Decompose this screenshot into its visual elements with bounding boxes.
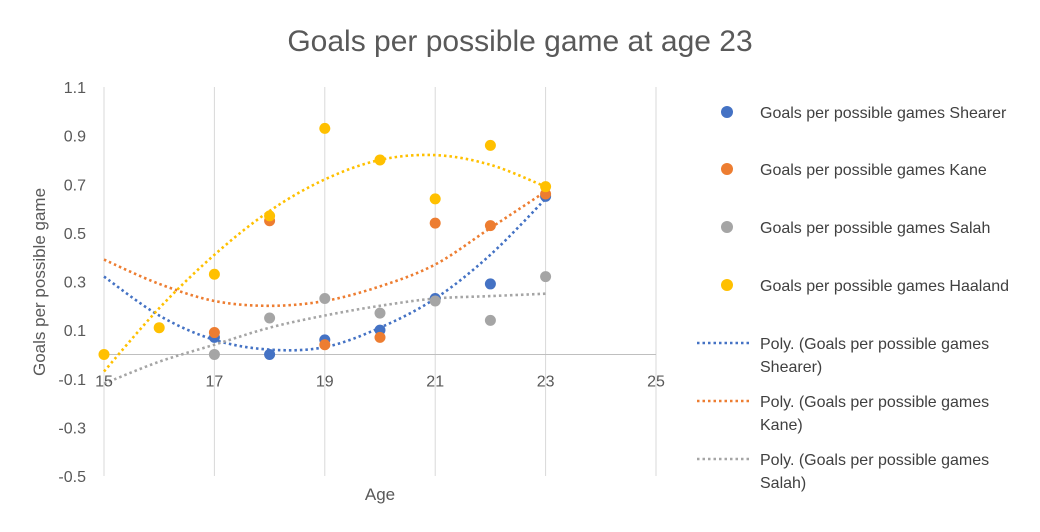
legend: Goals per possible games Shearer Goals pe… [697,105,1009,492]
y-tick-label: -0.5 [58,469,86,486]
data-point [540,271,552,283]
data-point [429,217,441,229]
y-tick-label: 0.5 [64,226,86,243]
data-points [98,122,552,360]
y-tick-label: 1.1 [64,80,86,97]
y-tick-label: 0.7 [64,177,86,194]
data-point [319,293,331,305]
y-tick-label: 0.9 [64,129,86,146]
data-point [264,210,276,222]
data-point [429,193,441,205]
y-tick-label: 0.1 [64,323,86,340]
legend-marker [721,279,733,291]
data-point [319,339,331,351]
y-tick-label: 0.3 [64,275,86,292]
data-point [484,314,496,326]
data-point [484,220,496,232]
x-tick-label: 15 [95,373,113,390]
data-point [153,322,165,334]
legend-label: Kane) [760,417,803,434]
trendline [103,292,546,385]
legend-marker [721,163,733,175]
legend-label: Shearer) [760,359,822,376]
data-point [319,122,331,134]
data-point [264,312,276,324]
data-point [484,278,496,290]
x-tick-label: 21 [426,373,444,390]
legend-label: Goals per possible games Shearer [760,105,1007,122]
tick-labels: 15 17 19 21 23 25 -0.5 -0.3 -0.1 0.1 0.3 0.5 0.7 0.9 1… [58,80,665,486]
legend-label: Goals per possible games Haaland [760,278,1009,295]
x-tick-label: 19 [316,373,334,390]
data-point [484,139,496,151]
legend-label: Poly. (Goals per possible games [760,452,989,469]
legend-label: Salah) [760,475,806,492]
x-tick-label: 17 [206,373,224,390]
data-point [374,154,386,166]
data-point [264,348,276,360]
trendlines [103,153,547,385]
data-point [429,295,441,307]
legend-marker [721,106,733,118]
legend-label: Goals per possible games Salah [760,220,990,237]
data-point [540,181,552,193]
legend-label: Poly. (Goals per possible games [760,336,989,353]
legend-label: Poly. (Goals per possible games [760,394,989,411]
trendline [103,153,547,373]
y-tick-label: -0.1 [58,372,86,389]
data-point [208,327,220,339]
y-tick-label: -0.3 [58,420,86,437]
data-point [98,348,110,360]
y-axis-title: Goals per possible game [30,188,49,376]
x-tick-label: 25 [647,373,665,390]
legend-label: Goals per possible games Kane [760,162,987,179]
data-point [208,268,220,280]
legend-marker [721,221,733,233]
data-point [208,348,220,360]
x-tick-label: 23 [537,373,555,390]
data-point [374,331,386,343]
chart-title: Goals per possible game at age 23 [287,25,752,58]
x-axis-title: Age [365,485,395,504]
data-point [374,307,386,319]
